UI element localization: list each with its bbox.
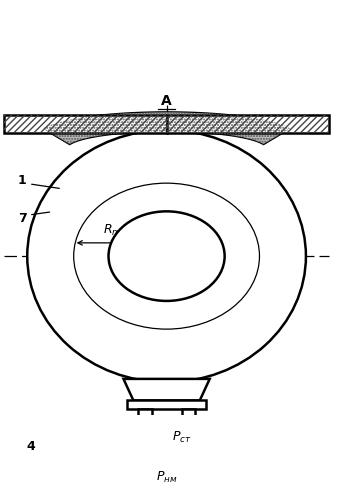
Bar (182, 409, 195, 427)
Bar (127, 401, 206, 409)
Text: $\mathit{R}_{min}$: $\mathit{R}_{min}$ (182, 226, 207, 242)
Text: $\mathit{R}_{max}$: $\mathit{R}_{max}$ (103, 223, 133, 238)
Bar (117, 427, 216, 445)
Text: $P_{ст}$: $P_{ст}$ (172, 430, 191, 445)
Text: 1: 1 (18, 174, 27, 187)
Ellipse shape (109, 212, 225, 301)
Text: Фиг. 5: Фиг. 5 (137, 390, 196, 408)
Bar (166, 115, 329, 133)
Text: $\mathbf{A}$: $\mathbf{A}$ (160, 94, 173, 108)
Polygon shape (43, 112, 290, 145)
Text: 4: 4 (26, 440, 35, 453)
Text: 7: 7 (18, 212, 27, 225)
Polygon shape (123, 379, 210, 401)
Bar (4, 115, 166, 133)
Text: $h_{нм}^{чис}$: $h_{нм}^{чис}$ (320, 114, 334, 134)
Bar (139, 409, 152, 427)
Bar (166, 115, 329, 133)
Text: $P_{нм}$: $P_{нм}$ (156, 470, 177, 485)
Bar (4, 115, 166, 133)
Ellipse shape (27, 130, 306, 382)
